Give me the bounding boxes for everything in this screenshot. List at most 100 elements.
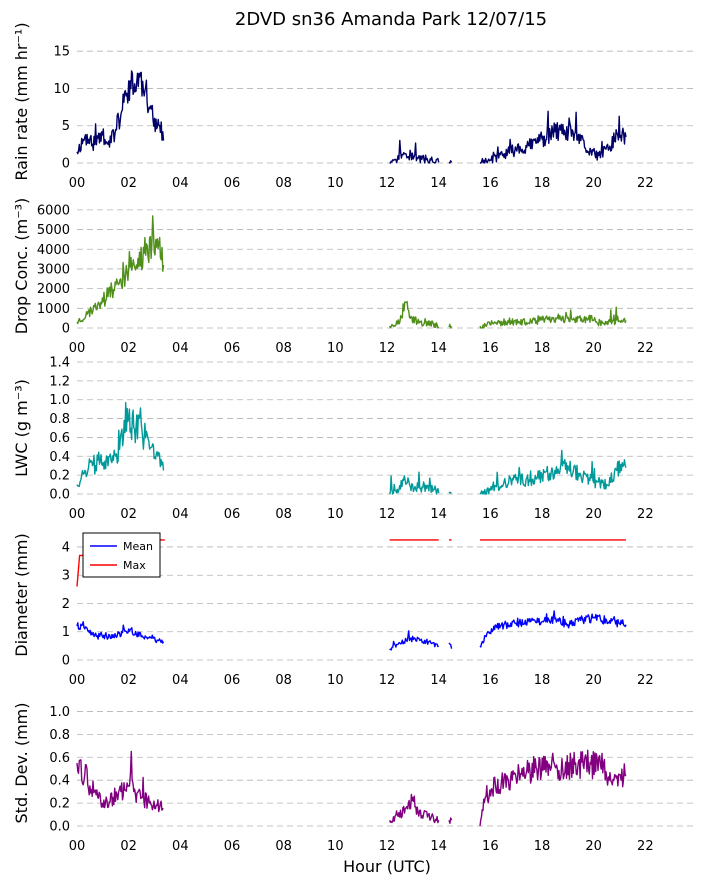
series-line	[448, 323, 453, 329]
legend-box	[82, 532, 161, 578]
x-tick-label: 14	[430, 176, 447, 191]
series-line	[76, 402, 165, 487]
x-tick-label: 00	[69, 839, 86, 854]
x-tick-label: 06	[224, 176, 241, 191]
x-tick-label: 02	[120, 176, 137, 191]
series-line	[479, 749, 627, 827]
x-axis-label: Hour (UTC)	[343, 857, 431, 876]
x-tick-label: 10	[327, 839, 344, 854]
y-tick-label: 5	[62, 119, 70, 134]
x-tick-label: 06	[224, 507, 241, 522]
x-tick-label: 12	[379, 839, 396, 854]
x-tick-label: 22	[637, 341, 654, 356]
series-line	[76, 70, 165, 155]
y-tick-label: 3	[62, 569, 70, 584]
y-tick-label: 0.4	[49, 450, 70, 465]
x-tick-label: 22	[637, 673, 654, 688]
figure-title: 2DVD sn36 Amanda Park 12/07/15	[235, 9, 547, 30]
y-tick-label: 0	[62, 654, 70, 669]
x-tick-label: 22	[637, 839, 654, 854]
y-tick-label: 2	[62, 597, 70, 612]
x-tick-label: 10	[327, 176, 344, 191]
series-line	[480, 110, 627, 164]
series-line	[388, 471, 440, 495]
series-line	[448, 491, 452, 494]
panel-5: 0.0 0.2 0.4 0.6 0.8 1.0 00 02 04 06 08 10 12 14 16 18 20…	[12, 703, 697, 854]
y-tick-label: 5000	[37, 223, 70, 238]
legend-label: Max	[123, 559, 146, 572]
x-tick-label: 14	[430, 673, 447, 688]
y-axis-label: LWC (g m⁻³)	[12, 379, 31, 477]
x-tick-label: 08	[275, 673, 292, 688]
x-tick-label: 00	[69, 507, 86, 522]
x-tick-label: 06	[224, 341, 241, 356]
series-line	[448, 817, 453, 824]
series-line	[76, 215, 165, 325]
x-tick-label: 20	[585, 341, 602, 356]
y-tick-label: 0.8	[49, 728, 70, 743]
x-tick-label: 02	[120, 673, 137, 688]
y-tick-label: 4	[62, 540, 70, 555]
y-tick-label: 1.0	[49, 393, 70, 408]
y-axis-label: Std. Dev. (mm)	[12, 703, 31, 824]
series-line	[448, 160, 453, 164]
y-tick-label: 0	[62, 157, 70, 172]
y-tick-label: 15	[53, 45, 70, 60]
x-tick-label: 10	[327, 507, 344, 522]
series-line	[448, 642, 453, 649]
y-tick-label: 1.4	[49, 356, 70, 371]
x-tick-label: 00	[69, 176, 86, 191]
x-tick-label: 14	[430, 341, 447, 356]
x-tick-label: 04	[172, 507, 189, 522]
x-tick-label: 16	[482, 176, 499, 191]
x-tick-label: 08	[275, 176, 292, 191]
x-tick-label: 04	[172, 673, 189, 688]
series-line	[76, 750, 164, 813]
y-tick-label: 1000	[37, 302, 70, 317]
y-axis-label: Rain rate (mm hr⁻¹)	[12, 22, 31, 180]
series-line	[479, 306, 627, 329]
y-tick-label: 0.4	[49, 774, 70, 789]
x-tick-label: 02	[120, 839, 137, 854]
series-line	[389, 139, 440, 164]
x-tick-label: 20	[585, 507, 602, 522]
x-tick-label: 14	[430, 507, 447, 522]
y-tick-label: 0.8	[49, 412, 70, 427]
x-tick-label: 08	[275, 839, 292, 854]
x-tick-label: 08	[275, 507, 292, 522]
x-tick-label: 04	[172, 839, 189, 854]
x-tick-label: 18	[534, 176, 551, 191]
y-tick-label: 0.6	[49, 431, 70, 446]
y-tick-label: 4000	[37, 243, 70, 258]
y-tick-label: 2000	[37, 282, 70, 297]
x-tick-label: 04	[172, 341, 189, 356]
y-tick-label: 1.2	[49, 374, 70, 389]
x-tick-label: 20	[585, 673, 602, 688]
x-tick-label: 18	[534, 341, 551, 356]
y-axis-label: Diameter (mm)	[12, 533, 31, 656]
x-tick-label: 12	[379, 341, 396, 356]
x-tick-label: 22	[637, 507, 654, 522]
x-tick-label: 16	[482, 673, 499, 688]
x-tick-label: 00	[69, 673, 86, 688]
x-tick-label: 12	[379, 507, 396, 522]
series-line	[388, 300, 440, 329]
y-tick-label: 0.2	[49, 797, 70, 812]
y-tick-label: 0.0	[49, 820, 70, 835]
y-tick-label: 6000	[37, 203, 70, 218]
x-tick-label: 08	[275, 341, 292, 356]
y-tick-label: 1.0	[49, 705, 70, 720]
y-tick-label: 1	[62, 625, 70, 640]
y-axis-label: Drop Conc. (m⁻³)	[12, 198, 31, 335]
x-tick-label: 20	[585, 176, 602, 191]
x-tick-label: 18	[534, 839, 551, 854]
x-tick-label: 16	[482, 341, 499, 356]
series-line	[479, 449, 627, 495]
x-tick-label: 12	[379, 176, 396, 191]
series-line	[76, 621, 165, 644]
panel-2: 0 1000 2000 3000 4000 5000 6000 00 02 04 06 08 10 12 1…	[12, 198, 697, 356]
legend-label: Mean	[123, 540, 153, 553]
